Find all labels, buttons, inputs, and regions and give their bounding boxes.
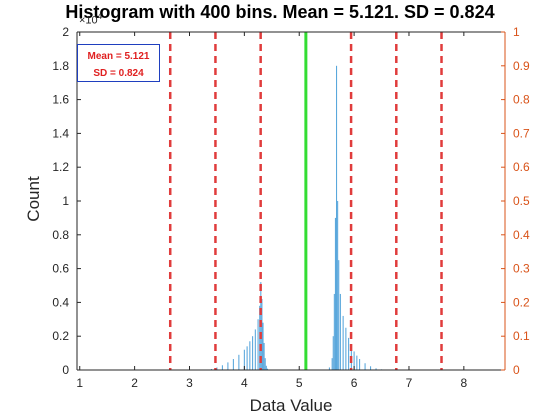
x-tick-label: 6	[351, 376, 358, 390]
histogram-bar	[264, 358, 266, 370]
y-axis-label: Count	[24, 176, 43, 222]
y-tick-label: 1.4	[52, 126, 69, 140]
histogram-bar	[333, 293, 335, 370]
histogram-bar	[262, 322, 264, 370]
histogram-bar	[338, 260, 340, 370]
y2-tick-label: 0.6	[513, 160, 530, 174]
histogram-bar	[265, 365, 267, 370]
y2-tick-label: 1	[513, 25, 520, 39]
axes	[76, 31, 506, 371]
y-tick-label: 2	[62, 25, 69, 39]
histogram-bar	[261, 299, 263, 370]
y2-tick-label: 0.9	[513, 59, 530, 73]
x-tick-label: 8	[461, 376, 468, 390]
y2-tick-label: 0.3	[513, 262, 530, 276]
histogram-bar	[210, 368, 212, 370]
y2-tick-label: 0.2	[513, 295, 530, 309]
y-tick-label: 0.4	[52, 295, 69, 309]
histogram-bar	[337, 201, 339, 370]
reference-lines	[168, 32, 443, 370]
histogram-bar	[334, 217, 336, 370]
histogram-bar	[246, 346, 248, 370]
histogram-bar	[252, 336, 254, 370]
legend-mean-text: Mean = 5.121	[87, 51, 150, 62]
y-tick-label: 1.8	[52, 59, 69, 73]
x-tick-label: 7	[406, 376, 413, 390]
y-tick-label: 0.6	[52, 262, 69, 276]
y-tick-label: 1.2	[52, 160, 69, 174]
histogram-bar	[238, 354, 240, 370]
y2-tick-label: 0.5	[513, 194, 530, 208]
y-tick-label: 0.8	[52, 228, 69, 242]
histogram-bar	[356, 355, 358, 370]
histogram-bar	[232, 359, 234, 370]
histogram-bar	[331, 358, 333, 370]
x-tick-label: 5	[296, 376, 303, 390]
y2-tick-label: 0.4	[513, 228, 530, 242]
histogram-bar	[375, 368, 377, 370]
x-tick-label: 2	[131, 376, 138, 390]
y-exponent-label: ×104	[79, 12, 102, 27]
y-tick-label: 1.6	[52, 93, 69, 107]
histogram-bar	[370, 366, 372, 370]
plot-area	[77, 32, 505, 370]
histogram-bar	[339, 293, 341, 370]
histogram-bar	[254, 329, 256, 370]
histogram-bar	[266, 368, 268, 370]
histogram-bar	[332, 336, 334, 370]
y-tick-label: 1	[62, 194, 69, 208]
histogram-bar	[216, 367, 218, 370]
histogram-bar	[227, 362, 229, 370]
histogram-bar	[364, 363, 366, 370]
x-axis-label: Data Value	[249, 396, 333, 415]
y-exponent-base: ×10	[79, 14, 98, 27]
histogram-bar	[353, 351, 355, 370]
y-exponent-power: 4	[97, 12, 103, 21]
x-tick-label: 3	[186, 376, 193, 390]
y2-tick-label: 0	[513, 363, 520, 377]
y2-tick-label: 0.8	[513, 93, 530, 107]
histogram-bar	[336, 65, 338, 371]
histogram-bar	[359, 359, 361, 370]
tick-labels: 1 2 3 4 5 6 7 8 0 0.2 0.4 0.6 0.8 1 1.2 1.4 1.6 1.8 2 0 0.1 0…	[52, 25, 530, 390]
x-tick-label: 4	[241, 376, 248, 390]
histogram-bar	[345, 327, 347, 370]
histogram-bar	[348, 337, 350, 370]
legend-sd-text: SD = 0.824	[93, 68, 144, 79]
histogram-bar	[257, 319, 259, 370]
chart-title: Histogram with 400 bins. Mean = 5.121. S…	[65, 2, 495, 22]
plot-background	[77, 32, 505, 370]
histogram-bar	[249, 341, 251, 370]
y2-tick-label: 0.1	[513, 329, 530, 343]
histogram-bar	[342, 315, 344, 370]
legend-box: Mean = 5.121 SD = 0.824	[77, 44, 160, 82]
y2-tick-label: 0.7	[513, 126, 530, 140]
y-tick-label: 0	[62, 363, 69, 377]
histogram-bar	[263, 342, 265, 370]
histogram-bar	[328, 367, 330, 370]
y-tick-label: 0.2	[52, 329, 69, 343]
histogram-bar	[243, 349, 245, 370]
x-tick-label: 1	[76, 376, 83, 390]
histogram-bar	[221, 365, 223, 370]
